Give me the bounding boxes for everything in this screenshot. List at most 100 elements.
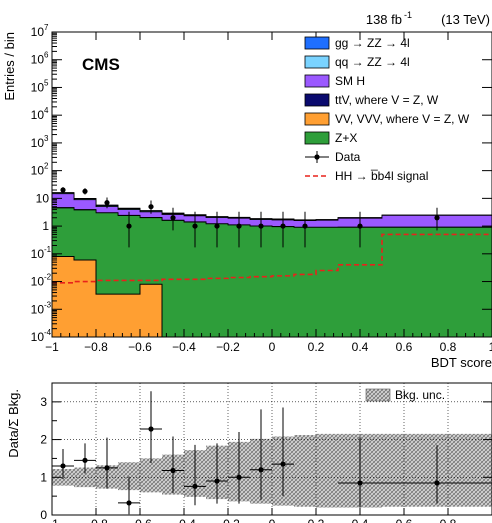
ratio-point <box>126 500 132 506</box>
y-tick-exponent: -1 <box>44 245 52 254</box>
experiment-label: CMS <box>82 55 120 74</box>
data-point <box>192 223 198 229</box>
y-tick-exponent: 5 <box>44 78 49 87</box>
x-tick-label: −0.8 <box>84 340 108 354</box>
legend-swatch-qq_zz <box>304 55 330 69</box>
ratio-y-tick-label: 3 <box>40 395 47 409</box>
ratio-x-tick-label: 0.4 <box>352 517 369 523</box>
lumi-label: 138 fb -1 (13 TeV) <box>366 10 490 27</box>
main-legend: gg → ZZ → 4l qq → ZZ → 4l SM H ttV, where V… <box>304 36 470 183</box>
ratio-y-tick-label: 0 <box>40 508 47 522</box>
x-tick-label: 1 <box>489 340 492 354</box>
legend-swatch-sm_h <box>304 74 330 88</box>
lumi-value: 138 fb <box>366 12 402 27</box>
legend-swatch-ttv <box>304 93 330 107</box>
ratio-x-tick-label: 0.2 <box>308 517 325 523</box>
y-tick-label: 10 <box>31 164 45 178</box>
data-point <box>280 223 286 229</box>
ratio-legend-label: Bkg. unc. <box>395 388 445 402</box>
vv-vvv-bar <box>52 256 74 337</box>
ratio-y-tick-label: 2 <box>40 433 47 447</box>
data-point <box>82 188 88 194</box>
y-tick-exponent: -2 <box>44 273 52 282</box>
ratio-x-tick-label: −0.8 <box>84 517 108 523</box>
ratio-point <box>104 465 110 471</box>
y-tick-label: 10 <box>31 108 45 122</box>
stack-bar-zx <box>316 227 338 337</box>
ratio-data-points <box>52 391 492 515</box>
energy-label: (13 TeV) <box>441 12 490 27</box>
data-point <box>434 215 440 221</box>
ratio-point <box>434 480 440 486</box>
main-x-axis-label: BDT score <box>431 355 492 370</box>
legend-label-zx: Z+X <box>335 131 357 145</box>
data-point <box>148 204 154 210</box>
lumi-exponent: -1 <box>404 10 412 20</box>
y-tick-exponent: 4 <box>44 106 49 115</box>
ratio-point <box>236 474 242 480</box>
vv-vvv-bar <box>118 294 140 337</box>
legend-label-sm_h: SM H <box>335 74 365 88</box>
x-tick-label: 0 <box>269 340 276 354</box>
x-tick-label: −0.2 <box>216 340 240 354</box>
vv-vvv-bar <box>140 284 162 337</box>
stack-bar-zx <box>228 224 250 337</box>
x-tick-label: 0.4 <box>352 340 369 354</box>
legend-label-vv_vvv: VV, VVV, where V = Z, W <box>335 112 470 126</box>
y-tick-exponent: 6 <box>44 51 49 60</box>
main-axes: −1−0.8−0.6−0.4−0.200.20.40.60.8110-410-3… <box>31 23 492 354</box>
x-tick-label: −0.6 <box>128 340 152 354</box>
ratio-x-tick-label: 0 <box>269 517 276 523</box>
signal-line <box>52 233 492 284</box>
x-tick-label: 0.8 <box>440 340 457 354</box>
data-point <box>60 187 66 193</box>
legend-swatch-zx <box>304 131 330 145</box>
y-tick-label: 10 <box>31 53 45 67</box>
ratio-point <box>148 426 154 432</box>
y-tick-label: 10 <box>31 136 45 150</box>
x-tick-label: 0.2 <box>308 340 325 354</box>
y-tick-exponent: 3 <box>44 134 49 143</box>
x-tick-label: −0.4 <box>172 340 196 354</box>
ratio-point <box>214 478 220 484</box>
y-tick-exponent: -4 <box>44 328 52 337</box>
y-tick-label: 10 <box>31 247 45 261</box>
y-tick-label: 10 <box>36 191 50 205</box>
ratio-point <box>357 480 363 486</box>
ratio-point <box>82 457 88 463</box>
stack-bar-zx <box>206 223 228 337</box>
data-point <box>236 223 242 229</box>
main-data-points <box>60 187 440 248</box>
data-point <box>302 223 308 229</box>
x-tick-label: −1 <box>45 340 59 354</box>
data-point <box>214 223 220 229</box>
ratio-x-tick-label: −0.4 <box>172 517 196 523</box>
vv-vvv-bar <box>96 294 118 337</box>
data-point <box>170 215 176 221</box>
ratio-axes: −1 −0.8 −0.6 −0.4 −0.2 0 0.2 0.4 0.6 0.8 0 1 2 3 <box>40 395 492 523</box>
ratio-point <box>192 483 198 489</box>
signal-histogram <box>52 233 492 284</box>
legend-label-data: Data <box>335 150 361 164</box>
main-stack-histogram <box>52 192 492 337</box>
ratio-point <box>280 461 286 467</box>
ratio-point <box>60 463 66 469</box>
ratio-x-tick-label: 0.8 <box>440 517 457 523</box>
legend-swatch-vv_vvv <box>304 112 330 126</box>
main-y-axis-label: Entries / bin <box>2 32 17 101</box>
ratio-point <box>170 467 176 474</box>
stack-bar-zx <box>272 226 294 337</box>
ratio-point <box>258 467 264 473</box>
y-tick-exponent: 2 <box>44 162 49 171</box>
ratio-y-axis-label: Data/Σ Bkg. <box>6 389 21 458</box>
legend-label-qq_zz: qq → ZZ → 4l <box>335 55 410 69</box>
y-tick-label: 10 <box>31 302 45 316</box>
ratio-x-tick-label: 0.6 <box>396 517 413 523</box>
stack-bar-zx <box>382 227 492 337</box>
legend-label-gg_zz: gg → ZZ → 4l <box>335 36 410 50</box>
stack-outline-zx <box>52 207 492 228</box>
legend-label-ttv: ttV, where V = Z, W <box>335 93 439 107</box>
data-point <box>357 223 363 229</box>
ratio-x-tick-label: −0.6 <box>128 517 152 523</box>
